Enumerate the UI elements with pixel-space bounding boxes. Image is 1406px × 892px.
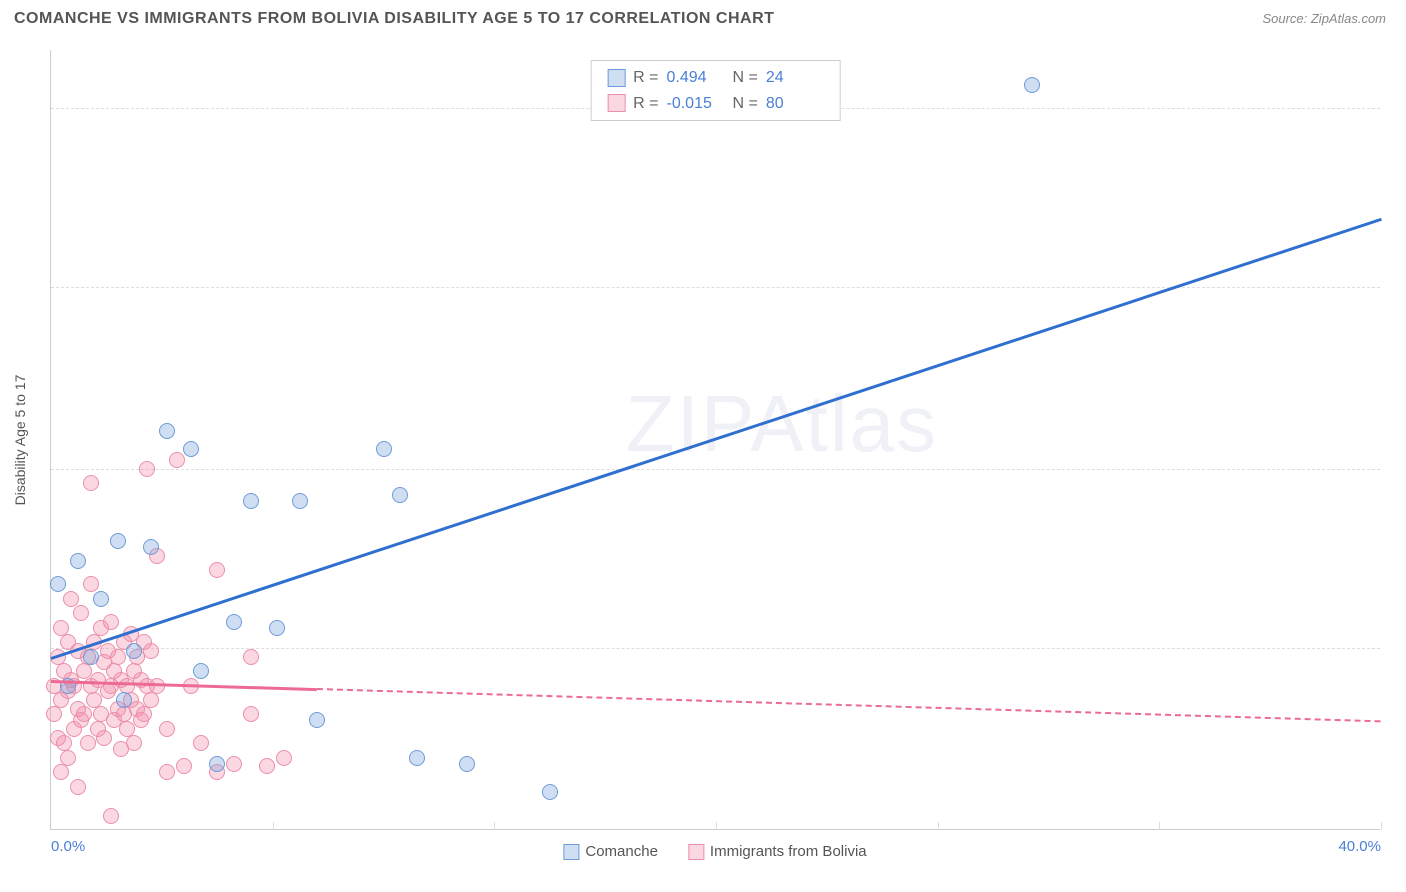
scatter-point	[103, 808, 119, 824]
scatter-point	[83, 649, 99, 665]
scatter-point	[1024, 77, 1040, 93]
scatter-point	[46, 706, 62, 722]
x-tick-mark	[1381, 822, 1382, 830]
y-tick-label: 18.8%	[1390, 278, 1406, 295]
scatter-point	[159, 764, 175, 780]
scatter-point	[56, 735, 72, 751]
scatter-point	[80, 735, 96, 751]
n-label: N =	[733, 65, 758, 91]
r-value: -0.015	[667, 91, 725, 117]
legend-item: Immigrants from Bolivia	[688, 843, 867, 860]
scatter-point	[83, 475, 99, 491]
scatter-point	[269, 620, 285, 636]
scatter-point	[159, 423, 175, 439]
n-value: 24	[766, 65, 824, 91]
r-label: R =	[633, 65, 658, 91]
legend-swatch	[688, 844, 704, 860]
chart-title: COMANCHE VS IMMIGRANTS FROM BOLIVIA DISA…	[14, 10, 774, 28]
scatter-point	[243, 649, 259, 665]
scatter-point	[93, 591, 109, 607]
x-tick-mark	[273, 822, 274, 830]
scatter-point	[243, 706, 259, 722]
correlation-legend: R = 0.494 N = 24 R = -0.015 N = 80	[590, 60, 841, 121]
watermark-text: ZIPAtlas	[626, 378, 938, 470]
x-tick-label: 40.0%	[1338, 838, 1381, 855]
r-label: R =	[633, 91, 658, 117]
x-tick-mark	[494, 822, 495, 830]
scatter-point	[126, 735, 142, 751]
scatter-point	[209, 756, 225, 772]
scatter-point	[409, 750, 425, 766]
scatter-point	[96, 730, 112, 746]
legend-swatch	[607, 69, 625, 87]
scatter-point	[143, 643, 159, 659]
scatter-point	[70, 779, 86, 795]
legend-bottom: Comanche Immigrants from Bolivia	[563, 843, 866, 860]
scatter-point	[376, 441, 392, 457]
scatter-point	[542, 784, 558, 800]
x-tick-mark	[938, 822, 939, 830]
scatter-point	[226, 756, 242, 772]
scatter-point	[183, 441, 199, 457]
scatter-point	[209, 562, 225, 578]
scatter-point	[309, 712, 325, 728]
scatter-point	[110, 533, 126, 549]
grid-line-horizontal	[51, 287, 1380, 288]
x-tick-label: 0.0%	[51, 838, 85, 855]
plot-region: ZIPAtlas 6.3%12.5%18.8%25.0%0.0%40.0%R =…	[50, 50, 1380, 830]
legend-item: Comanche	[563, 843, 658, 860]
scatter-point	[143, 692, 159, 708]
scatter-point	[193, 735, 209, 751]
grid-line-horizontal	[51, 469, 1380, 470]
y-axis-label: Disability Age 5 to 17	[12, 375, 28, 506]
scatter-point	[176, 758, 192, 774]
scatter-point	[110, 649, 126, 665]
scatter-point	[143, 539, 159, 555]
y-tick-label: 6.3%	[1390, 640, 1406, 657]
legend-label: Immigrants from Bolivia	[710, 843, 867, 860]
scatter-point	[83, 576, 99, 592]
trend-line-dashed	[317, 688, 1381, 722]
legend-swatch	[607, 94, 625, 112]
scatter-point	[169, 452, 185, 468]
scatter-point	[63, 591, 79, 607]
legend-label: Comanche	[585, 843, 658, 860]
scatter-point	[459, 756, 475, 772]
trend-line	[51, 218, 1382, 659]
scatter-point	[292, 493, 308, 509]
scatter-point	[392, 487, 408, 503]
scatter-point	[193, 663, 209, 679]
scatter-point	[259, 758, 275, 774]
x-tick-mark	[716, 822, 717, 830]
y-tick-label: 25.0%	[1390, 99, 1406, 116]
scatter-point	[76, 706, 92, 722]
scatter-point	[126, 643, 142, 659]
x-tick-mark	[1159, 822, 1160, 830]
scatter-point	[116, 692, 132, 708]
correlation-legend-row: R = 0.494 N = 24	[607, 65, 824, 91]
chart-header: COMANCHE VS IMMIGRANTS FROM BOLIVIA DISA…	[0, 0, 1406, 34]
chart-area: ZIPAtlas 6.3%12.5%18.8%25.0%0.0%40.0%R =…	[50, 50, 1380, 830]
scatter-point	[53, 764, 69, 780]
scatter-point	[243, 493, 259, 509]
scatter-point	[70, 553, 86, 569]
scatter-point	[276, 750, 292, 766]
n-value: 80	[766, 91, 824, 117]
correlation-legend-row: R = -0.015 N = 80	[607, 91, 824, 117]
y-tick-label: 12.5%	[1390, 460, 1406, 477]
r-value: 0.494	[667, 65, 725, 91]
legend-swatch	[563, 844, 579, 860]
n-label: N =	[733, 91, 758, 117]
source-attribution: Source: ZipAtlas.com	[1262, 11, 1386, 26]
scatter-point	[103, 614, 119, 630]
scatter-point	[73, 605, 89, 621]
scatter-point	[139, 461, 155, 477]
scatter-point	[159, 721, 175, 737]
scatter-point	[226, 614, 242, 630]
scatter-point	[136, 706, 152, 722]
scatter-point	[50, 576, 66, 592]
